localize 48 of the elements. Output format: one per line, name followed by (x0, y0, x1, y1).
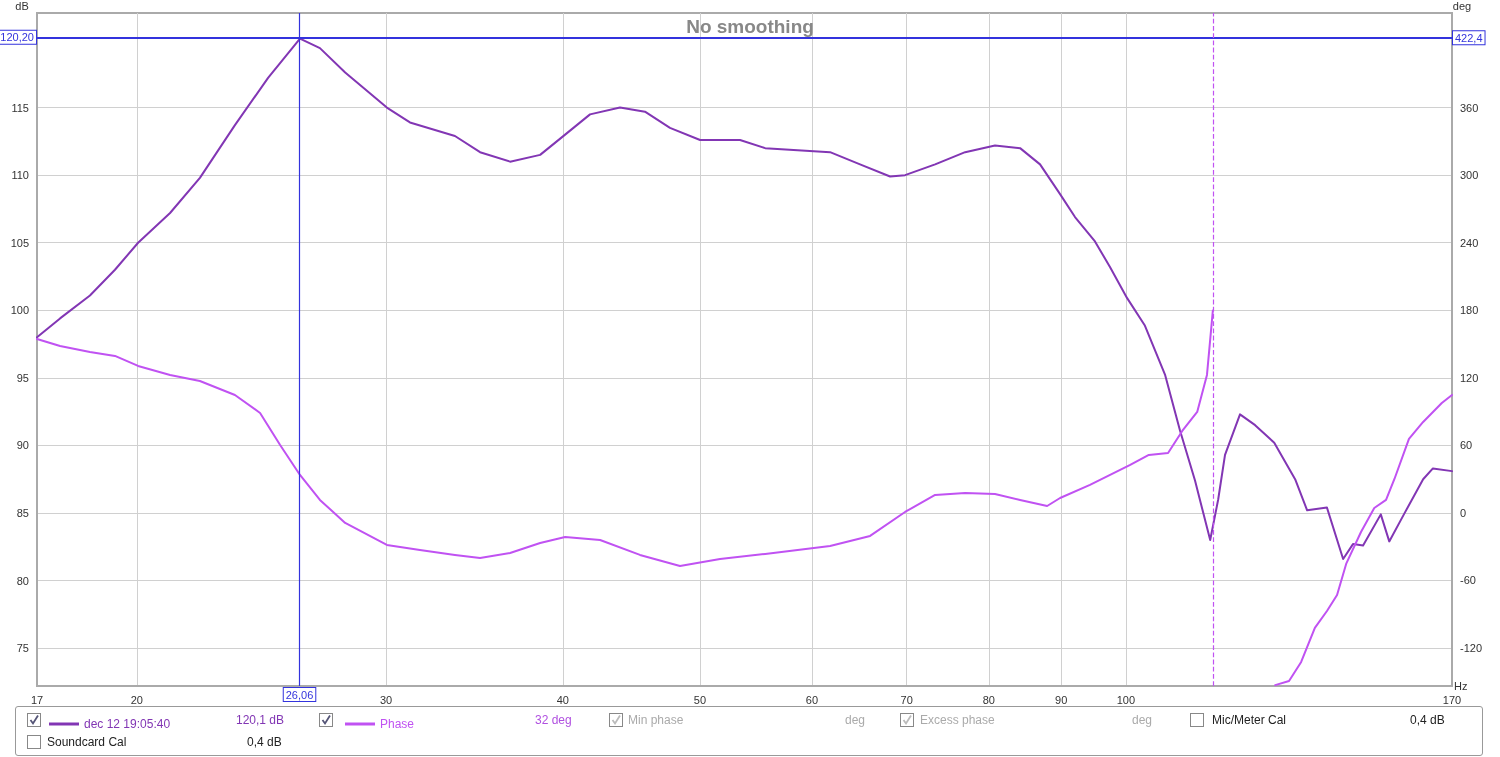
text: Mic/Meter Cal (1212, 713, 1287, 727)
x-tick-label: 100 (1116, 693, 1136, 706)
y2-axis-title: deg (1452, 0, 1472, 12)
y2-tick-label: -60 (1460, 574, 1476, 587)
y-axis-title: dB (15, 0, 29, 12)
y2-tick-label: 0 (1460, 506, 1467, 519)
x-tick-label: 40 (556, 693, 569, 706)
x-tick-label: 90 (1055, 693, 1068, 706)
y-tick-label: 105 (10, 236, 29, 249)
x-axis-title: Hz (1454, 680, 1468, 692)
y-tick-label: 80 (16, 574, 29, 587)
legend-label: Phase (380, 717, 415, 731)
y-tick-label: 115 (11, 101, 29, 114)
x-tick-label: 170 (1442, 693, 1462, 706)
y-tick-label: 85 (16, 507, 29, 520)
ref-line-label: 120,20 (0, 31, 34, 44)
text: Min phase (628, 713, 684, 727)
y-tick-label: 90 (16, 439, 29, 452)
y2-tick-label: 120 (1460, 371, 1479, 384)
y-tick-label: 110 (11, 169, 29, 182)
x-tick-label: 60 (805, 693, 819, 706)
x-tick-label: 20 (130, 693, 143, 706)
x-tick-label: 30 (379, 693, 393, 706)
y2-tick-label: -120 (1460, 641, 1483, 654)
text: 120,1 dB (236, 713, 285, 727)
y2-tick-label: 60 (1460, 439, 1473, 452)
legend-label: dec 12 19:05:40 (84, 717, 171, 731)
x-tick-label: 70 (900, 693, 913, 706)
ref-line-label: 422,4 (1455, 31, 1483, 44)
text: 0,4 dB (1410, 713, 1445, 727)
y2-tick-label: 180 (1460, 304, 1479, 317)
y-tick-label: 95 (16, 371, 29, 384)
y2-tick-label: 360 (1460, 101, 1479, 114)
y-tick-label: 100 (10, 304, 29, 317)
text: 32 deg (535, 713, 572, 727)
chart-title: No smoothing (686, 16, 814, 37)
text: Excess phase (920, 713, 996, 727)
y2-tick-label: 240 (1460, 236, 1479, 249)
text: deg (845, 713, 866, 727)
text: deg (1132, 713, 1153, 727)
ref-line-label: 26,06 (285, 688, 314, 701)
x-tick-label: 50 (693, 693, 707, 706)
text: 0,4 dB (247, 735, 282, 749)
x-tick-label: 80 (982, 693, 995, 706)
y-tick-label: 75 (16, 642, 29, 655)
x-tick-label: 17 (30, 693, 44, 706)
y2-tick-label: 300 (1460, 169, 1479, 182)
text: Soundcard Cal (47, 735, 127, 749)
